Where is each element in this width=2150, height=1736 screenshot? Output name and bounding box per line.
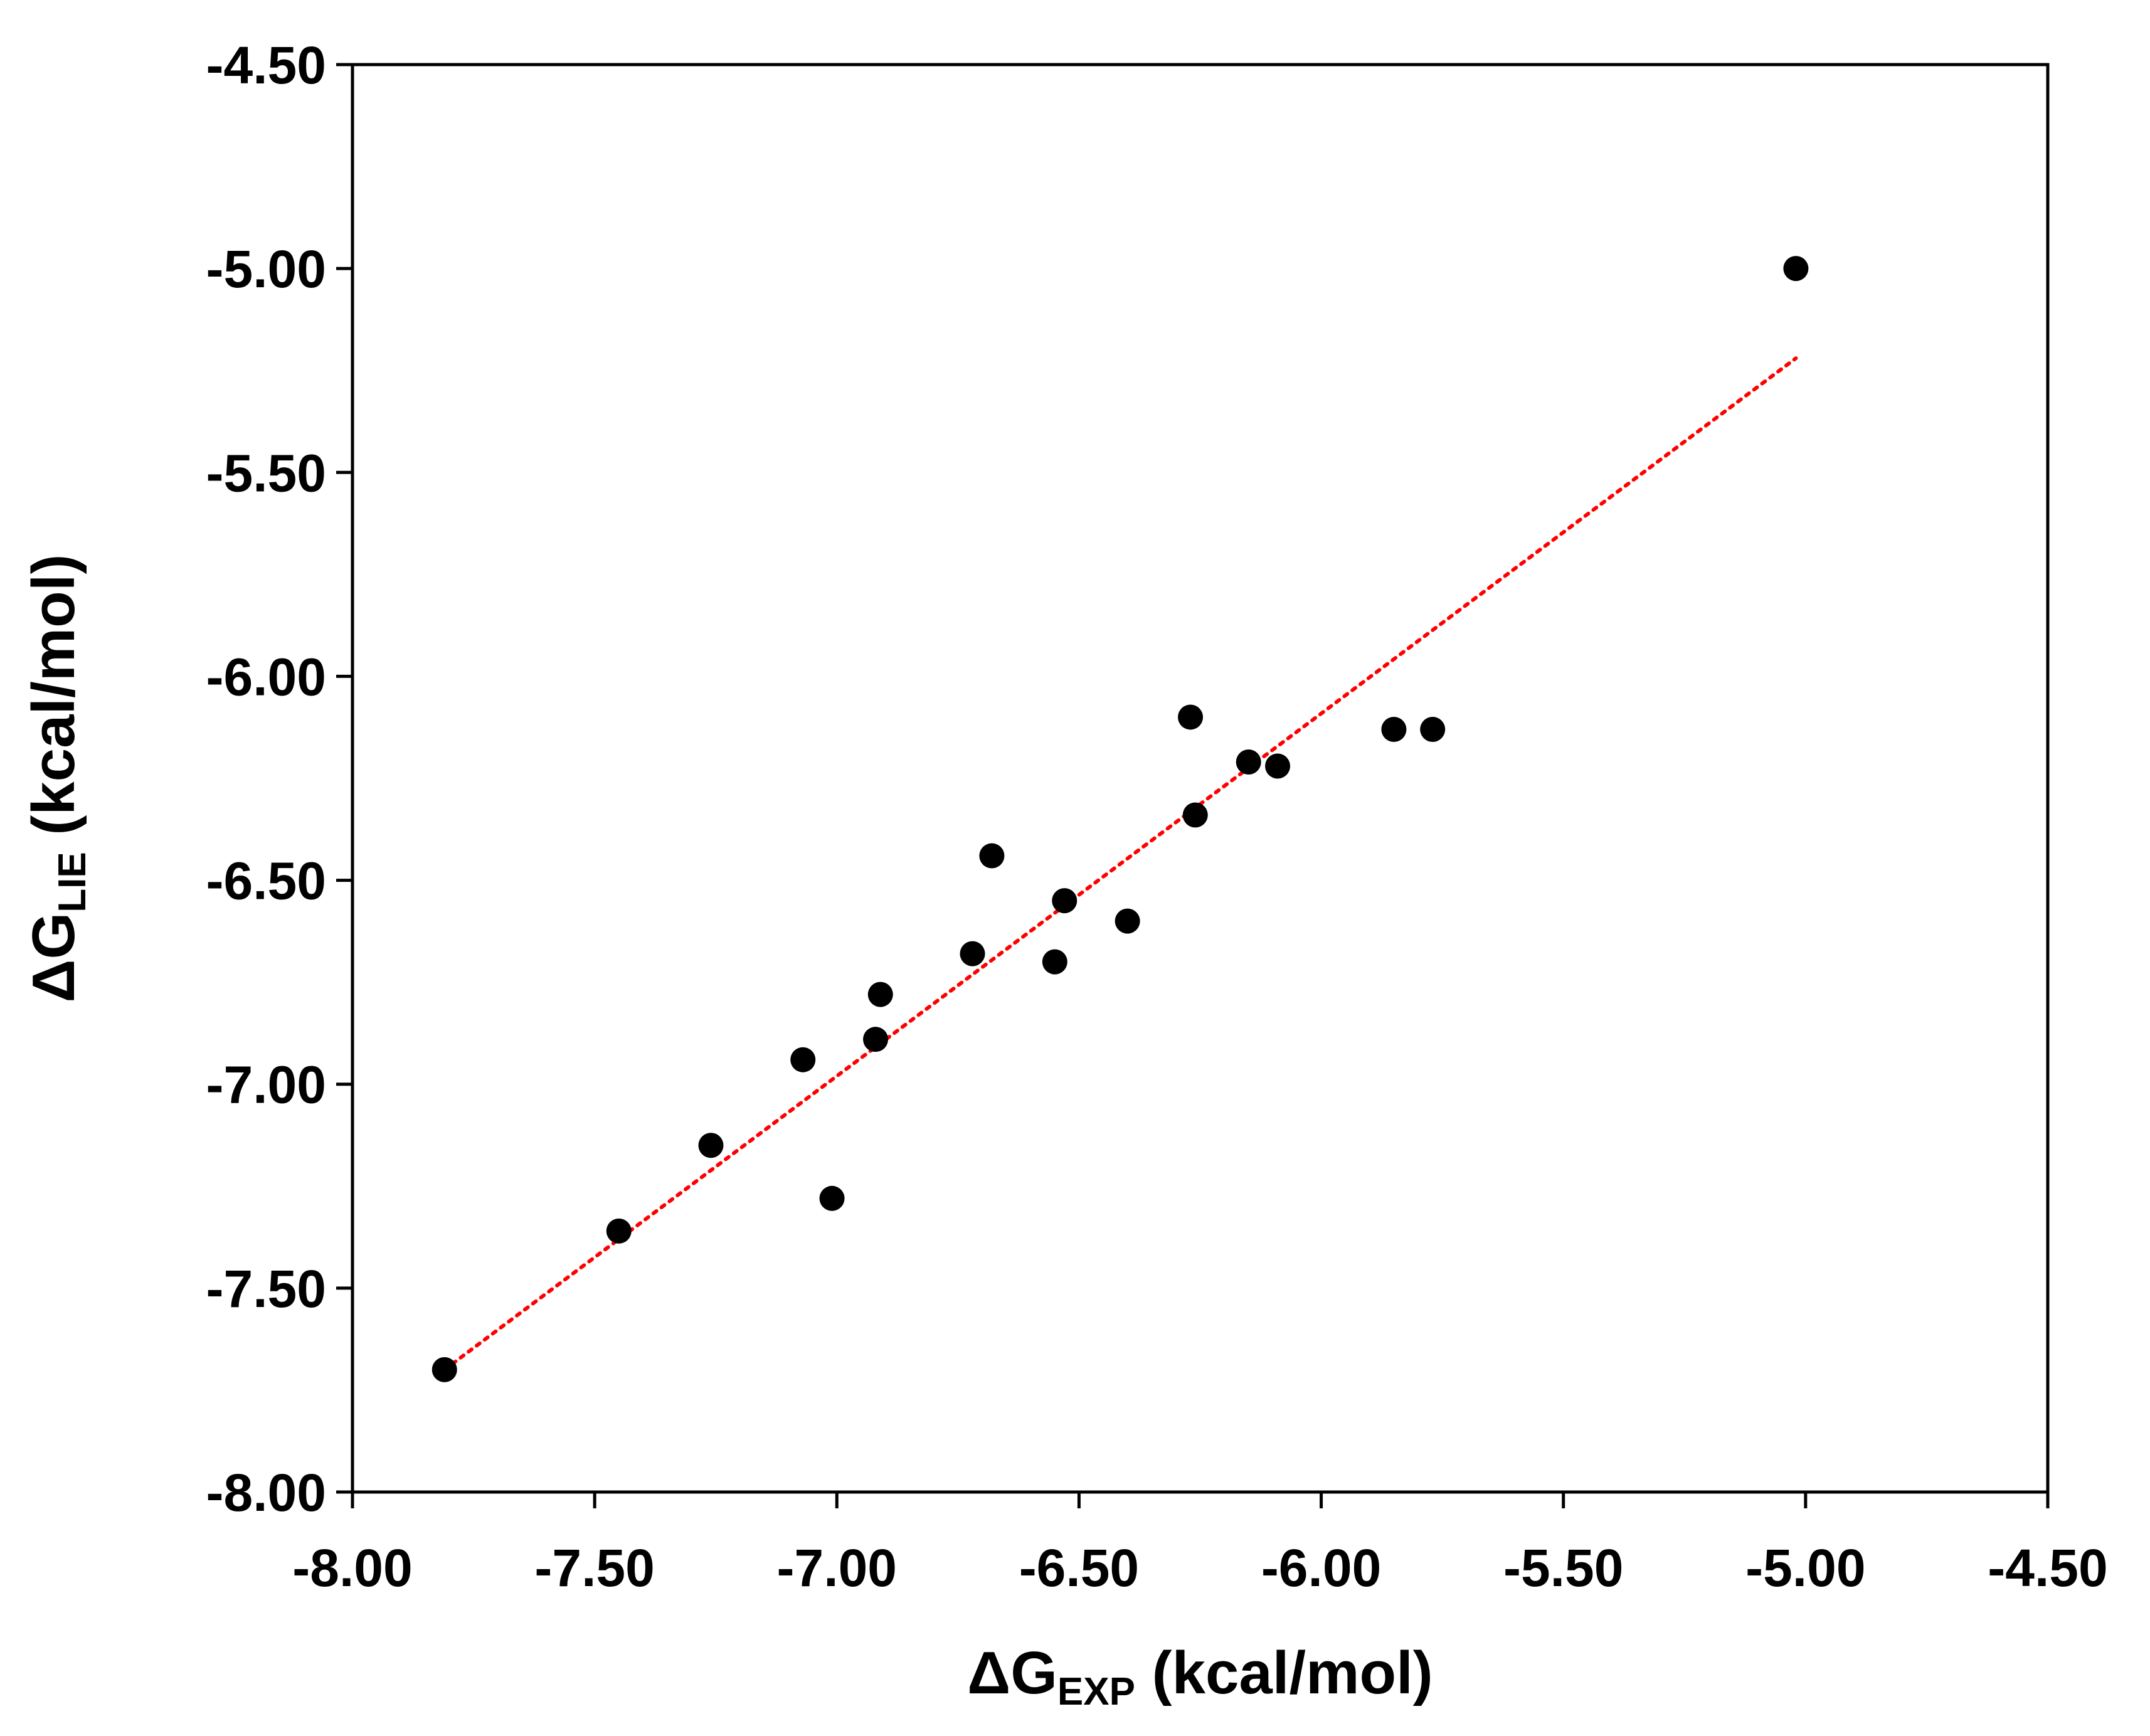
x-tick-label: -5.50 [1503, 1538, 1623, 1597]
data-point [1182, 802, 1208, 828]
x-tick-label: -6.00 [1261, 1538, 1381, 1597]
plot-frame [351, 63, 2050, 1494]
x-tick-label: -4.50 [1988, 1538, 2107, 1597]
plot-area [351, 63, 2050, 1494]
y-tick-label: -8.00 [206, 1463, 326, 1522]
y-tick-label: -4.50 [206, 36, 326, 95]
y-tick-label: -6.00 [206, 647, 326, 706]
data-point [606, 1218, 632, 1244]
y-axis-title-subscript: LIE [51, 852, 94, 912]
x-axis-title-suffix: (kcal/mol) [1135, 1639, 1433, 1707]
data-point [1420, 716, 1446, 742]
trendline [442, 356, 1798, 1372]
y-axis-title-suffix: (kcal/mol) [20, 554, 87, 852]
data-points [432, 256, 1809, 1382]
data-point [790, 1047, 816, 1072]
data-point [1783, 256, 1809, 282]
x-axis-title: ΔGEXP (kcal/mol) [967, 1639, 1433, 1713]
data-point [1052, 888, 1078, 914]
x-tick-label: -5.00 [1745, 1538, 1865, 1597]
data-point [1042, 949, 1067, 975]
y-axis-title: ΔGLIE (kcal/mol) [20, 554, 94, 1003]
data-point [863, 1027, 889, 1052]
data-point [960, 941, 985, 966]
data-point [979, 843, 1005, 869]
x-tick-label: -7.50 [534, 1538, 654, 1597]
y-tick-label: -5.00 [206, 240, 326, 299]
y-tick-label: -7.00 [206, 1056, 326, 1114]
y-axis-title-prefix: ΔG [20, 913, 87, 1003]
x-axis-title-subscript: EXP [1057, 1670, 1135, 1713]
data-point [432, 1357, 457, 1382]
data-point [698, 1133, 724, 1158]
x-tick-label: -8.00 [292, 1538, 412, 1597]
data-point [1236, 749, 1261, 775]
data-point [819, 1185, 845, 1211]
data-point [1178, 704, 1204, 730]
y-tick-label: -5.50 [206, 443, 326, 502]
y-tick-label: -7.50 [206, 1259, 326, 1318]
data-point [1115, 908, 1140, 934]
data-point [867, 982, 893, 1007]
y-tick-label: -6.50 [206, 852, 326, 911]
y-axis-ticks: -8.00 -7.50 -7.00 -6.50 -6.00 -5.50 -5.00 -4.50 [206, 36, 352, 1522]
x-tick-label: -6.50 [1019, 1538, 1139, 1597]
data-point [1381, 716, 1407, 742]
x-axis-title-prefix: ΔG [967, 1639, 1057, 1707]
x-tick-label: -7.00 [777, 1538, 897, 1597]
data-point [1265, 753, 1291, 779]
x-axis-ticks: -8.00 -7.50 -7.00 -6.50 -6.00 -5.50 -5.00 -4.50 [292, 1492, 2108, 1597]
